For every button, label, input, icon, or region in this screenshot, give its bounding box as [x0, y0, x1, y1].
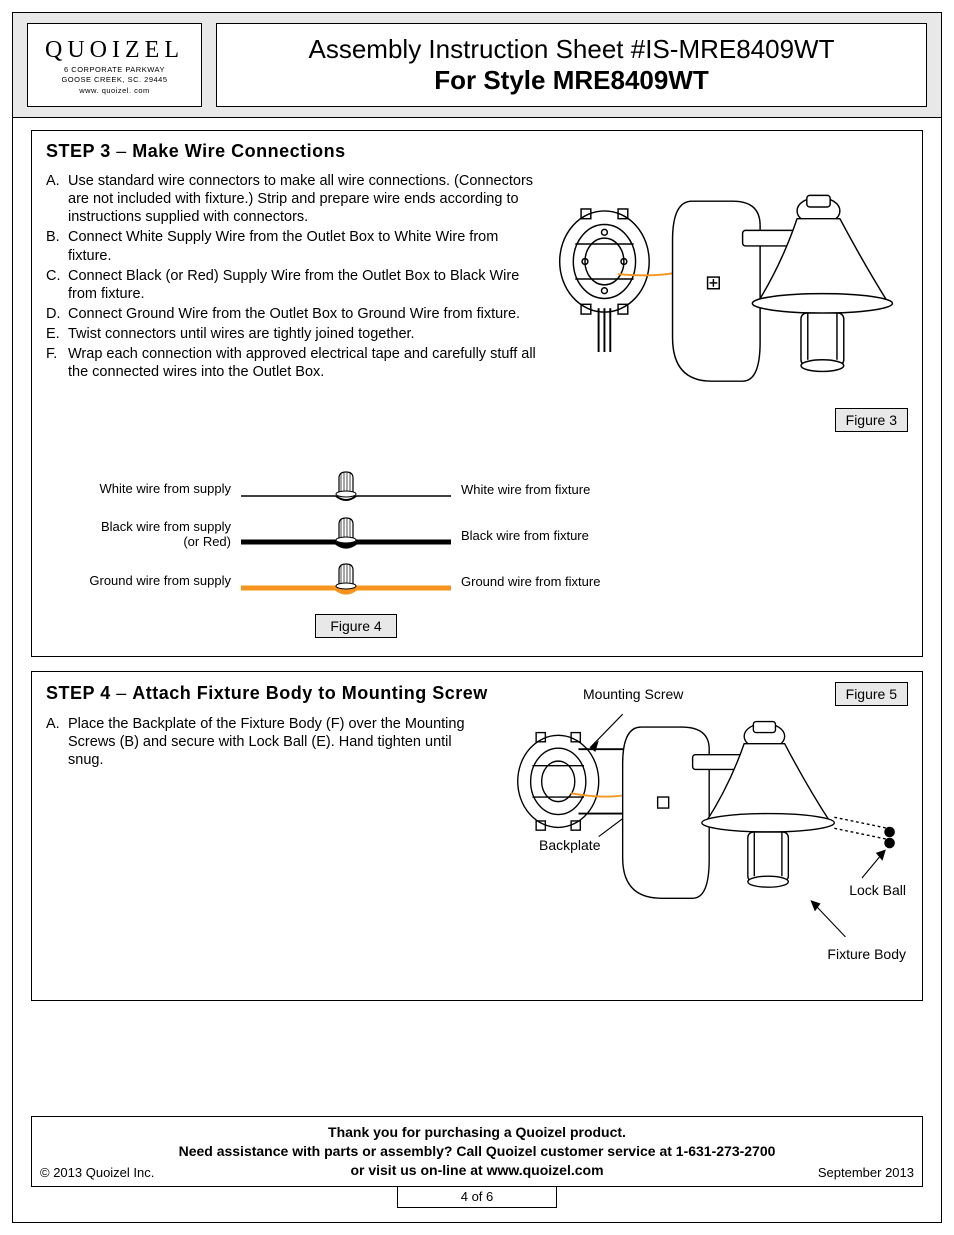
list-marker: A.: [46, 172, 60, 190]
wire-connector-icon: [241, 466, 451, 512]
step4-title-dash: –: [111, 683, 133, 703]
step4-title: STEP 4 – Attach Fixture Body to Mounting…: [46, 682, 491, 705]
step3-title-dash: –: [111, 141, 133, 161]
page-frame: QUOIZEL 6 CORPORATE PARKWAY GOOSE CREEK,…: [12, 12, 942, 1223]
step3-item: B. Connect White Supply Wire from the Out…: [46, 228, 536, 264]
list-marker: B.: [46, 228, 60, 246]
wire-right-label: Ground wire from fixture: [451, 574, 621, 589]
wire-row: Ground wire from supply Ground wire from …: [76, 558, 636, 604]
footer-copyright: © 2013 Quoizel Inc.: [40, 1164, 154, 1182]
list-text: Wrap each connection with approved elect…: [68, 346, 536, 380]
title-line1: Assembly Instruction Sheet #IS-MRE8409WT: [309, 34, 835, 65]
brand-addr2: GOOSE CREEK, SC. 29445: [61, 75, 167, 84]
footer-date: September 2013: [818, 1164, 914, 1182]
wire-row: Black wire from supply(or Red) Black wire…: [76, 512, 636, 558]
list-marker: F.: [46, 345, 57, 363]
list-text: Connect Black (or Red) Supply Wire from …: [68, 268, 519, 302]
list-text: Connect White Supply Wire from the Outle…: [68, 229, 498, 263]
step3-title-rest: Make Wire Connections: [132, 141, 345, 161]
step3-title: STEP 3 – Make Wire Connections: [46, 141, 908, 162]
wire-row: White wire from supply White wire from fi…: [76, 466, 636, 512]
header-bar: QUOIZEL 6 CORPORATE PARKWAY GOOSE CREEK,…: [13, 13, 941, 118]
wire-right-label: White wire from fixture: [451, 482, 621, 497]
list-marker: A.: [46, 715, 60, 733]
step3-item: E. Twist connectors until wires are tight…: [46, 325, 536, 343]
step3-item: C. Connect Black (or Red) Supply Wire fro…: [46, 267, 536, 303]
title-box: Assembly Instruction Sheet #IS-MRE8409WT…: [216, 23, 927, 107]
brand-name: QUOIZEL: [45, 37, 184, 64]
step4-title-rest: Attach Fixture Body to Mounting Screw: [132, 683, 488, 703]
footer-line1: Thank you for purchasing a Quoizel produ…: [40, 1123, 914, 1142]
wire-connector-icon: [241, 558, 451, 604]
title-line2: For Style MRE8409WT: [434, 65, 709, 96]
step3-instructions: A. Use standard wire connectors to make a…: [46, 172, 536, 432]
figure-5-svg: [503, 682, 908, 982]
step4-box: STEP 4 – Attach Fixture Body to Mounting…: [31, 671, 923, 1001]
footer-line2: Need assistance with parts or assembly? …: [40, 1142, 914, 1161]
list-text: Connect Ground Wire from the Outlet Box …: [68, 306, 520, 322]
figure-5-container: Figure 5 Mounting Screw Backplate Lock B…: [503, 682, 908, 982]
brand-addr1: 6 CORPORATE PARKWAY: [64, 65, 165, 74]
step3-box: STEP 3 – Make Wire Connections A. Use sta…: [31, 130, 923, 657]
figure-4-diagram: White wire from supply White wire from fi…: [76, 466, 636, 638]
wire-left-label: Ground wire from supply: [76, 574, 241, 589]
footer: Thank you for purchasing a Quoizel produ…: [31, 1116, 923, 1208]
list-text: Place the Backplate of the Fixture Body …: [68, 716, 465, 768]
list-text: Twist connectors until wires are tightly…: [68, 326, 415, 342]
brand-logo-box: QUOIZEL 6 CORPORATE PARKWAY GOOSE CREEK,…: [27, 23, 202, 107]
step4-text-col: STEP 4 – Attach Fixture Body to Mounting…: [46, 682, 491, 982]
step4-item: A. Place the Backplate of the Fixture Bod…: [46, 715, 491, 769]
figure-4-label: Figure 4: [315, 614, 396, 638]
list-marker: D.: [46, 305, 61, 323]
wire-left-label: Black wire from supply(or Red): [76, 520, 241, 550]
figure-3-label: Figure 3: [835, 408, 908, 432]
list-text: Use standard wire connectors to make all…: [68, 173, 533, 225]
wire-connector-icon: [241, 512, 451, 558]
figure-3-container: Figure 3: [548, 172, 908, 432]
step3-item: A. Use standard wire connectors to make a…: [46, 172, 536, 226]
step4-title-prefix: STEP 4: [46, 683, 111, 703]
wire-left-label: White wire from supply: [76, 482, 241, 497]
footer-line3: or visit us on-line at www.quoizel.com: [40, 1161, 914, 1180]
figure-3-svg: [548, 172, 908, 415]
step3-title-prefix: STEP 3: [46, 141, 111, 161]
step3-item: F. Wrap each connection with approved ele…: [46, 345, 536, 381]
list-marker: C.: [46, 267, 61, 285]
step3-item: D. Connect Ground Wire from the Outlet Bo…: [46, 305, 536, 323]
wire-right-label: Black wire from fixture: [451, 528, 621, 543]
page-number: 4 of 6: [397, 1187, 557, 1208]
list-marker: E.: [46, 325, 60, 343]
brand-addr3: www. quoizel. com: [79, 86, 150, 95]
footer-inner: Thank you for purchasing a Quoizel produ…: [31, 1117, 923, 1187]
